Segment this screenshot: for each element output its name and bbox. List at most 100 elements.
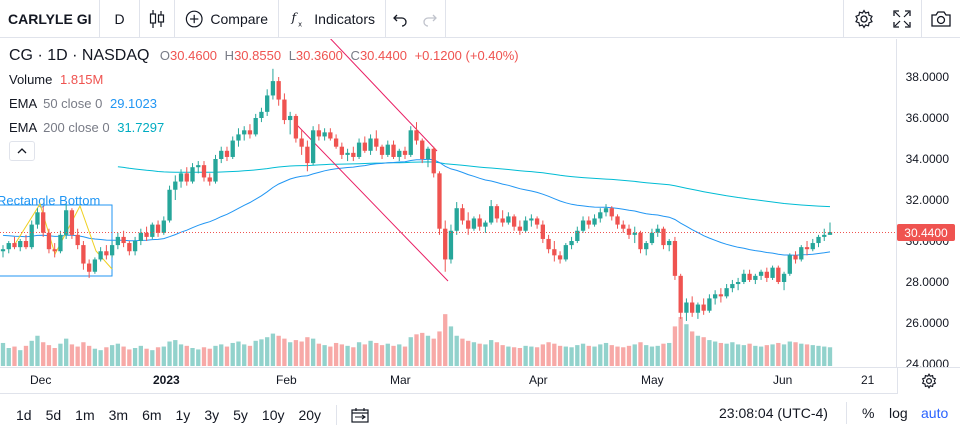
time-label-may: May <box>641 373 664 387</box>
volume-bar <box>793 342 798 366</box>
open-value: 30.4600 <box>170 48 218 63</box>
undo-button[interactable] <box>386 0 414 38</box>
volume-bar <box>425 335 431 366</box>
legend-volume[interactable]: Volume 1.815M <box>9 72 103 87</box>
date-range-button[interactable] <box>345 407 375 423</box>
candle <box>121 230 126 248</box>
volume-bar <box>500 345 505 366</box>
volume-bar <box>104 347 109 366</box>
legend-ema200[interactable]: EMA 200 close 0 31.7297 <box>9 120 164 135</box>
log-scale-button[interactable]: log <box>889 405 908 421</box>
volume-bar <box>190 348 195 366</box>
candle <box>563 243 568 262</box>
volume-bar <box>684 324 689 366</box>
range-button-10y[interactable]: 10y <box>261 407 285 423</box>
candle <box>201 161 207 182</box>
change-value: +0.1200 (+0.40%) <box>414 48 519 63</box>
ema50-value: 29.1023 <box>109 96 157 111</box>
volume-bar <box>569 347 574 366</box>
volume-bar <box>460 338 465 366</box>
range-button-20y[interactable]: 20y <box>298 407 322 423</box>
candle <box>414 122 419 145</box>
candle <box>356 138 362 159</box>
volume-bar <box>781 344 787 366</box>
range-button-1y[interactable]: 1y <box>175 407 191 423</box>
redo-button[interactable] <box>414 0 446 38</box>
range-button-3y[interactable]: 3y <box>204 407 220 423</box>
legend-collapse-button[interactable] <box>9 141 35 161</box>
candle <box>81 241 86 270</box>
compare-label: Compare <box>210 10 268 27</box>
candle <box>781 271 787 291</box>
candle <box>104 245 109 260</box>
volume-bar <box>810 345 815 366</box>
fullscreen-icon <box>893 10 911 28</box>
candle <box>420 138 425 164</box>
range-button-1d[interactable]: 1d <box>16 407 32 423</box>
indicators-button[interactable]: f x Indicators <box>279 0 386 38</box>
volume-bar <box>712 341 718 366</box>
fullscreen-button[interactable] <box>883 0 921 38</box>
percent-scale-button[interactable]: % <box>862 405 875 421</box>
range-button-1m[interactable]: 1m <box>75 407 95 423</box>
volume-bar <box>52 348 57 366</box>
candle <box>615 214 620 229</box>
volume-bar <box>626 345 632 366</box>
chart-style-button[interactable] <box>140 0 175 38</box>
volume-bar <box>207 348 212 366</box>
range-button-6m[interactable]: 6m <box>142 407 162 423</box>
clock-display[interactable]: 23:08:04 (UTC-4) <box>719 405 828 421</box>
screenshot-button[interactable] <box>921 0 960 38</box>
candle <box>586 216 591 229</box>
range-button-5y[interactable]: 5y <box>233 407 248 423</box>
candle <box>35 208 40 229</box>
volume-bar <box>598 344 603 366</box>
candle <box>483 220 488 233</box>
price-axis-label: 36.0000 <box>906 111 950 125</box>
candle <box>448 224 454 264</box>
candle <box>816 234 821 248</box>
candle <box>276 77 281 106</box>
volume-bar <box>758 346 764 366</box>
candle <box>219 146 224 164</box>
volume-bar <box>41 342 46 366</box>
legend-ticker: CG <box>9 47 33 64</box>
candle <box>109 241 115 258</box>
volume-bar <box>540 344 546 366</box>
legend-ema50[interactable]: EMA 50 close 0 29.1023 <box>9 96 157 111</box>
volume-bar <box>144 348 149 366</box>
volume-bar <box>167 341 172 366</box>
volume-bar <box>339 344 344 366</box>
symbol-search-button[interactable]: CARLYLE GI <box>0 0 100 38</box>
time-axis[interactable]: Dec 2023 Feb Mar Apr May Jun 21 <box>0 367 897 394</box>
range-button-5d[interactable]: 5d <box>45 407 62 423</box>
high-value: 30.8550 <box>234 48 282 63</box>
candle <box>632 226 637 244</box>
auto-scale-button[interactable]: auto <box>921 405 949 421</box>
settings-button[interactable] <box>843 0 883 38</box>
candle <box>207 173 212 186</box>
candle <box>328 128 333 141</box>
candle <box>52 243 57 258</box>
time-label-apr: Apr <box>529 373 548 387</box>
time-label-jun: Jun <box>773 373 793 387</box>
price-chart[interactable]: Rectangle Bottom 38.0000 36.0000 34.0000 32… <box>0 39 960 367</box>
volume-bar <box>6 348 11 366</box>
volume-bar <box>35 335 40 366</box>
candle <box>718 288 724 303</box>
compare-button[interactable]: Compare <box>175 0 279 38</box>
volume-bar <box>201 347 207 366</box>
candle <box>127 241 132 256</box>
interval-button[interactable]: D <box>100 0 140 38</box>
rectangle-drawing[interactable] <box>0 204 113 277</box>
current-price-tag <box>897 224 955 241</box>
volume-bar <box>557 345 563 366</box>
volume-bar <box>374 342 379 366</box>
high-label: H <box>224 48 235 63</box>
volume-bar <box>414 334 419 366</box>
volume-bar <box>649 346 655 366</box>
volume-label: Volume <box>9 72 53 87</box>
chart-pane[interactable]: Rectangle Bottom 38.0000 36.0000 34.0000 32… <box>0 39 960 367</box>
axis-settings-button[interactable] <box>897 367 960 394</box>
range-button-3m[interactable]: 3m <box>108 407 129 423</box>
